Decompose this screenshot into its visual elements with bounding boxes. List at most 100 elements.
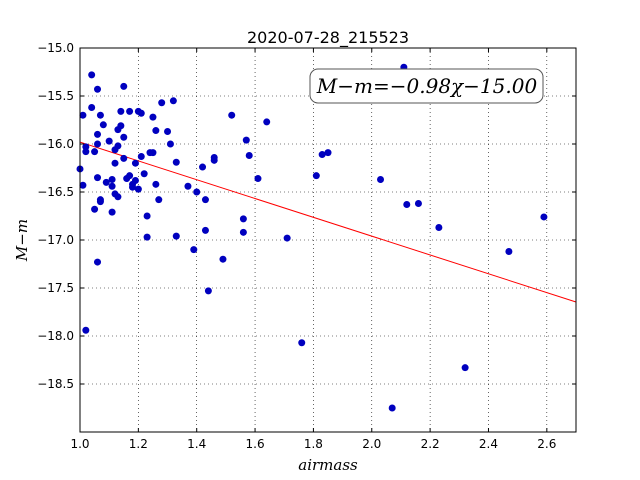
y-tick-label: −16.5: [37, 185, 74, 199]
data-point: [143, 212, 151, 220]
data-point: [312, 172, 320, 180]
data-point: [184, 182, 192, 190]
data-point: [461, 364, 469, 372]
data-point: [129, 183, 137, 191]
data-point: [172, 158, 180, 166]
data-point: [117, 107, 125, 115]
data-point: [239, 228, 247, 236]
chart-title: 2020-07-28_215523: [247, 28, 409, 48]
x-tick-label: 1.8: [304, 437, 323, 451]
data-point: [164, 128, 172, 136]
data-point: [143, 233, 151, 241]
data-point: [172, 232, 180, 240]
data-point: [155, 196, 163, 204]
y-tick-label: −17.5: [37, 281, 74, 295]
data-point: [82, 143, 90, 151]
x-tick-label: 2.4: [479, 437, 498, 451]
data-point: [108, 176, 116, 184]
data-point: [105, 137, 113, 145]
data-point: [254, 175, 262, 183]
data-point: [388, 404, 396, 412]
annotation-box: [309, 68, 544, 104]
x-tick-label: 1.4: [187, 437, 206, 451]
data-point: [120, 82, 128, 90]
data-point: [219, 255, 227, 263]
data-point: [126, 107, 134, 115]
data-point: [298, 339, 306, 347]
data-point: [99, 121, 107, 129]
data-point: [126, 172, 134, 180]
annotation-text: M−m=−0.98χ−15.00: [316, 74, 538, 98]
y-tick-label: −18.5: [37, 377, 74, 391]
data-point: [114, 142, 122, 150]
y-tick-label: −16.0: [37, 137, 74, 151]
data-point: [377, 176, 385, 184]
data-point: [79, 111, 87, 119]
data-point: [193, 188, 201, 196]
data-point: [88, 104, 96, 112]
data-point: [108, 182, 116, 190]
data-point: [120, 154, 128, 162]
data-point: [149, 113, 157, 121]
x-tick-label: 2.2: [421, 437, 440, 451]
data-point: [190, 246, 198, 254]
data-point: [414, 200, 422, 208]
data-point: [88, 71, 96, 79]
x-tick-label: 1.0: [70, 437, 89, 451]
data-point: [324, 149, 332, 157]
data-point: [137, 109, 145, 117]
data-point: [140, 170, 148, 178]
data-point: [134, 185, 142, 193]
data-point: [79, 181, 87, 189]
data-point: [283, 234, 291, 242]
data-point: [166, 140, 174, 148]
data-point: [137, 152, 145, 160]
data-point: [201, 226, 209, 234]
fit-line-group: [79, 141, 577, 303]
x-tick-label: 1.2: [129, 437, 148, 451]
data-point: [152, 180, 160, 188]
data-point: [403, 200, 411, 208]
data-point: [242, 136, 250, 144]
data-point: [131, 176, 139, 184]
data-point: [91, 205, 99, 213]
y-tick-label: −17.0: [37, 233, 74, 247]
data-point: [169, 97, 177, 105]
data-points: [76, 63, 548, 412]
data-point: [318, 151, 326, 159]
data-point: [149, 149, 157, 157]
data-point: [158, 99, 166, 107]
data-point: [108, 208, 116, 216]
fit-line: [79, 141, 577, 303]
data-point: [94, 130, 102, 138]
data-point: [120, 133, 128, 141]
data-point: [228, 111, 236, 119]
data-point: [263, 118, 271, 126]
data-point: [94, 140, 102, 148]
data-point: [114, 193, 122, 201]
data-point: [245, 152, 253, 160]
data-point: [152, 127, 160, 135]
data-point: [117, 122, 125, 130]
data-point: [239, 215, 247, 223]
data-point: [94, 85, 102, 93]
data-point: [505, 248, 513, 256]
x-tick-label: 1.6: [246, 437, 265, 451]
data-point: [96, 198, 104, 206]
data-point: [540, 213, 548, 221]
y-tick-label: −15.5: [37, 89, 74, 103]
data-point: [131, 159, 139, 167]
y-tick-label: −15.0: [37, 41, 74, 55]
data-point: [199, 163, 207, 171]
x-axis-label: airmass: [298, 456, 358, 474]
data-point: [201, 196, 209, 204]
data-point: [94, 258, 102, 266]
x-axis-ticks: 1.0 1.2 1.4 1.6 1.8 2.0 2.2 2.4 2.6: [70, 48, 556, 451]
data-point: [82, 148, 90, 156]
data-point: [435, 224, 443, 232]
y-tick-label: −18.0: [37, 329, 74, 343]
data-point: [91, 148, 99, 156]
y-axis-label: M−m: [13, 219, 31, 262]
data-point: [96, 111, 104, 119]
